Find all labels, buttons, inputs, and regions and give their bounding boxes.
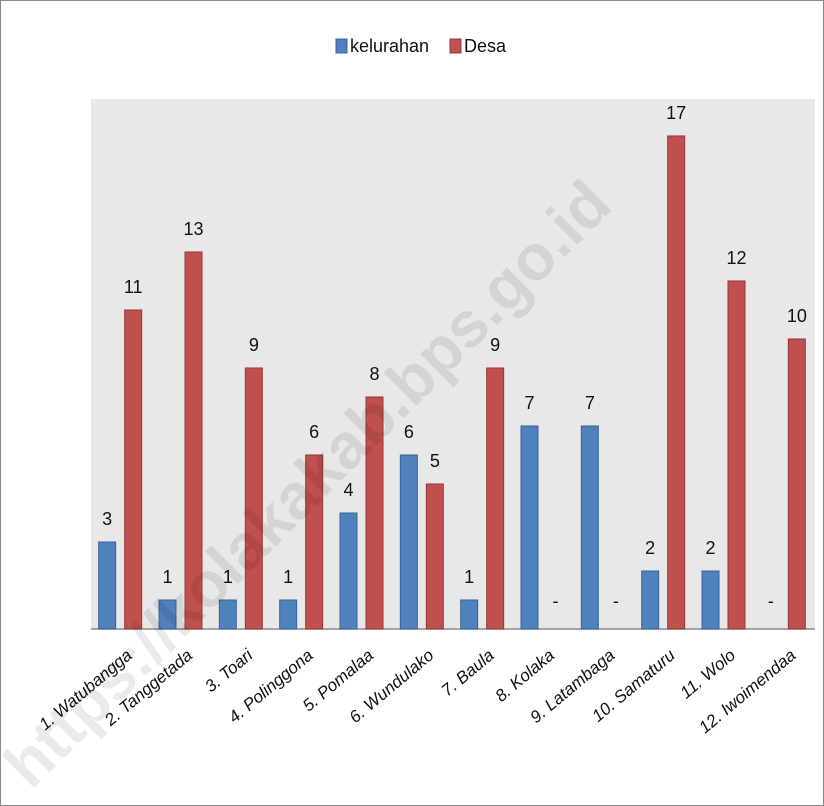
bar-desa-4 — [305, 454, 324, 630]
legend-label-kelurahan: kelurahan — [350, 36, 429, 56]
bar-kelurahan-3 — [218, 599, 237, 630]
bar-kelurahan-9 — [580, 425, 599, 630]
bar-desa-11 — [727, 280, 746, 630]
bar-desa-6 — [425, 483, 444, 630]
data-label-kelurahan-3: 1 — [223, 567, 233, 587]
bar-kelurahan-11 — [701, 570, 720, 630]
data-label-desa-7: 9 — [490, 335, 500, 355]
legend: kelurahan Desa — [335, 36, 507, 56]
data-label-desa-2: 13 — [183, 219, 203, 239]
bar-desa-2 — [184, 251, 203, 630]
bar-desa-5 — [365, 396, 384, 630]
bar-kelurahan-8 — [520, 425, 539, 630]
bar-kelurahan-1 — [98, 541, 117, 630]
bar-desa-7 — [486, 367, 505, 630]
legend-label-desa: Desa — [464, 36, 507, 56]
bar-kelurahan-5 — [339, 512, 358, 630]
data-label-kelurahan-11: 2 — [705, 538, 715, 558]
data-label-desa-5: 8 — [369, 364, 379, 384]
data-label-desa-3: 9 — [249, 335, 259, 355]
data-label-desa-12: 10 — [787, 306, 807, 326]
data-label-desa-6: 5 — [430, 451, 440, 471]
data-label-desa-1: 11 — [124, 277, 143, 297]
data-label-desa-10: 17 — [666, 103, 686, 123]
data-label-kelurahan-10: 2 — [645, 538, 655, 558]
bars-layer — [98, 135, 806, 630]
plot-area — [91, 99, 815, 629]
data-label-kelurahan-9: 7 — [585, 393, 595, 413]
legend-swatch-desa — [449, 38, 462, 54]
data-label-kelurahan-12: - — [768, 591, 774, 611]
category-label-3: 3. Toari — [201, 645, 257, 696]
data-label-desa-8: - — [553, 591, 559, 611]
bar-desa-10 — [667, 135, 686, 630]
bar-kelurahan-4 — [279, 599, 298, 630]
data-label-kelurahan-6: 6 — [404, 422, 414, 442]
bar-desa-3 — [244, 367, 263, 630]
category-label-7: 7. Baula — [438, 646, 498, 701]
data-label-kelurahan-5: 4 — [343, 480, 353, 500]
data-label-desa-11: 12 — [726, 248, 746, 268]
bar-kelurahan-6 — [399, 454, 418, 630]
data-label-kelurahan-4: 1 — [283, 567, 293, 587]
data-label-kelurahan-2: 1 — [162, 567, 172, 587]
data-label-kelurahan-1: 3 — [102, 509, 112, 529]
data-label-desa-4: 6 — [309, 422, 319, 442]
legend-swatch-kelurahan — [335, 38, 348, 54]
bar-desa-1 — [124, 309, 143, 630]
bar-kelurahan-2 — [158, 599, 177, 630]
bar-kelurahan-7 — [460, 599, 479, 630]
data-label-desa-9: - — [613, 591, 619, 611]
data-label-kelurahan-8: 7 — [524, 393, 534, 413]
data-label-kelurahan-7: 1 — [464, 567, 474, 587]
bar-kelurahan-10 — [641, 570, 660, 630]
bar-desa-12 — [787, 338, 806, 630]
